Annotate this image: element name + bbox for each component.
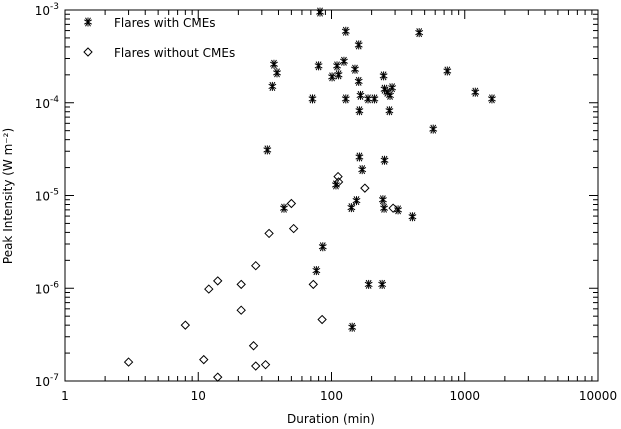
- legend-asterisk-icon: [84, 17, 92, 27]
- point-with-cme: [351, 64, 359, 74]
- point-without-cme: [317, 314, 327, 325]
- y-tick-label: 10-5: [35, 188, 59, 204]
- data-points: [123, 7, 496, 382]
- legend-label-flares-without-cmes: Flares without CMEs: [114, 46, 235, 60]
- point-with-cme: [270, 59, 278, 69]
- point-without-cme: [388, 203, 398, 213]
- y-tick-label: 10-3: [35, 2, 59, 18]
- point-with-cme: [316, 7, 324, 17]
- axes: [64, 9, 599, 382]
- point-without-cme: [204, 284, 214, 294]
- point-without-cme: [251, 361, 261, 371]
- x-tick-labels: 1 10 100 1000 10000: [61, 389, 617, 403]
- y-tick-label: 10-6: [35, 280, 60, 296]
- point-without-cme: [213, 276, 223, 286]
- point-without-cme: [251, 261, 261, 271]
- x-tick-label: 10000: [579, 389, 617, 403]
- point-with-cme: [308, 94, 317, 104]
- point-with-cme: [380, 203, 389, 213]
- point-with-cme: [429, 124, 438, 134]
- point-without-cme: [264, 228, 274, 239]
- legend-label-flares-with-cmes: Flares with CMEs: [114, 16, 216, 30]
- point-with-cme: [443, 66, 452, 76]
- point-without-cme: [236, 305, 246, 315]
- point-with-cme: [268, 81, 277, 91]
- point-with-cme: [364, 279, 373, 289]
- point-without-cme: [180, 320, 191, 330]
- x-tick-label: 1: [61, 389, 69, 403]
- point-with-cme: [280, 203, 288, 213]
- point-with-cme: [356, 90, 365, 100]
- point-with-cme: [370, 94, 379, 104]
- point-with-cme: [378, 279, 387, 289]
- point-with-cme: [334, 70, 343, 80]
- point-with-cme: [364, 94, 372, 104]
- point-with-cme: [340, 56, 348, 66]
- point-with-cme: [385, 106, 394, 116]
- point-without-cme: [286, 198, 297, 209]
- point-with-cme: [352, 196, 361, 206]
- point-with-cme: [354, 40, 363, 50]
- point-with-cme: [408, 212, 417, 222]
- point-without-cme: [333, 171, 343, 182]
- point-with-cme: [341, 26, 350, 36]
- point-with-cme: [314, 61, 323, 71]
- point-with-cme: [379, 71, 388, 81]
- point-with-cme: [312, 266, 321, 276]
- point-with-cme: [318, 242, 327, 252]
- point-without-cme: [260, 359, 271, 370]
- y-axis-label: Peak Intensity (W m⁻²): [1, 128, 15, 264]
- y-tick-labels: 10-7 10-6 10-5 10-4 10-3: [35, 2, 60, 389]
- point-with-cme: [355, 106, 364, 116]
- point-with-cme: [471, 87, 480, 97]
- point-with-cme: [388, 83, 397, 93]
- point-with-cme: [380, 155, 389, 165]
- point-without-cme: [236, 279, 246, 290]
- point-without-cme: [213, 372, 223, 382]
- point-with-cme: [328, 72, 337, 82]
- point-with-cme: [354, 76, 363, 86]
- point-with-cme: [415, 28, 424, 38]
- x-tick-label: 100: [320, 389, 343, 403]
- point-with-cme: [488, 94, 496, 104]
- point-with-cme: [358, 165, 367, 175]
- point-with-cme: [386, 90, 394, 100]
- x-tick-label: 1000: [449, 389, 480, 403]
- legend-marker-flares-without-cmes: [83, 47, 93, 57]
- point-with-cme: [347, 203, 356, 213]
- point-without-cme: [199, 354, 209, 365]
- axis-ticks: [64, 10, 599, 382]
- point-without-cme: [288, 223, 299, 234]
- point-without-cme: [333, 177, 344, 187]
- y-tick-label: 10-7: [35, 373, 59, 389]
- legend: Flares with CMEs Flares without CMEs: [83, 16, 235, 60]
- point-without-cme: [248, 341, 259, 351]
- x-axis-label: Duration (min): [287, 412, 375, 426]
- point-with-cme: [355, 152, 364, 162]
- point-with-cme: [333, 61, 341, 71]
- point-with-cme: [341, 94, 350, 104]
- y-tick-label: 10-4: [35, 95, 60, 111]
- point-with-cme: [332, 180, 340, 190]
- point-with-cme: [263, 145, 272, 155]
- legend-diamond-icon: [83, 47, 93, 57]
- point-without-cme: [360, 183, 370, 193]
- legend-marker-flares-with-cmes: [84, 17, 92, 27]
- point-with-cme: [348, 322, 357, 332]
- point-without-cme: [123, 357, 134, 367]
- plot-frame: [64, 9, 599, 382]
- x-tick-label: 10: [191, 389, 206, 403]
- point-with-cme: [273, 68, 281, 78]
- point-with-cme: [378, 195, 387, 205]
- point-without-cme: [308, 279, 318, 290]
